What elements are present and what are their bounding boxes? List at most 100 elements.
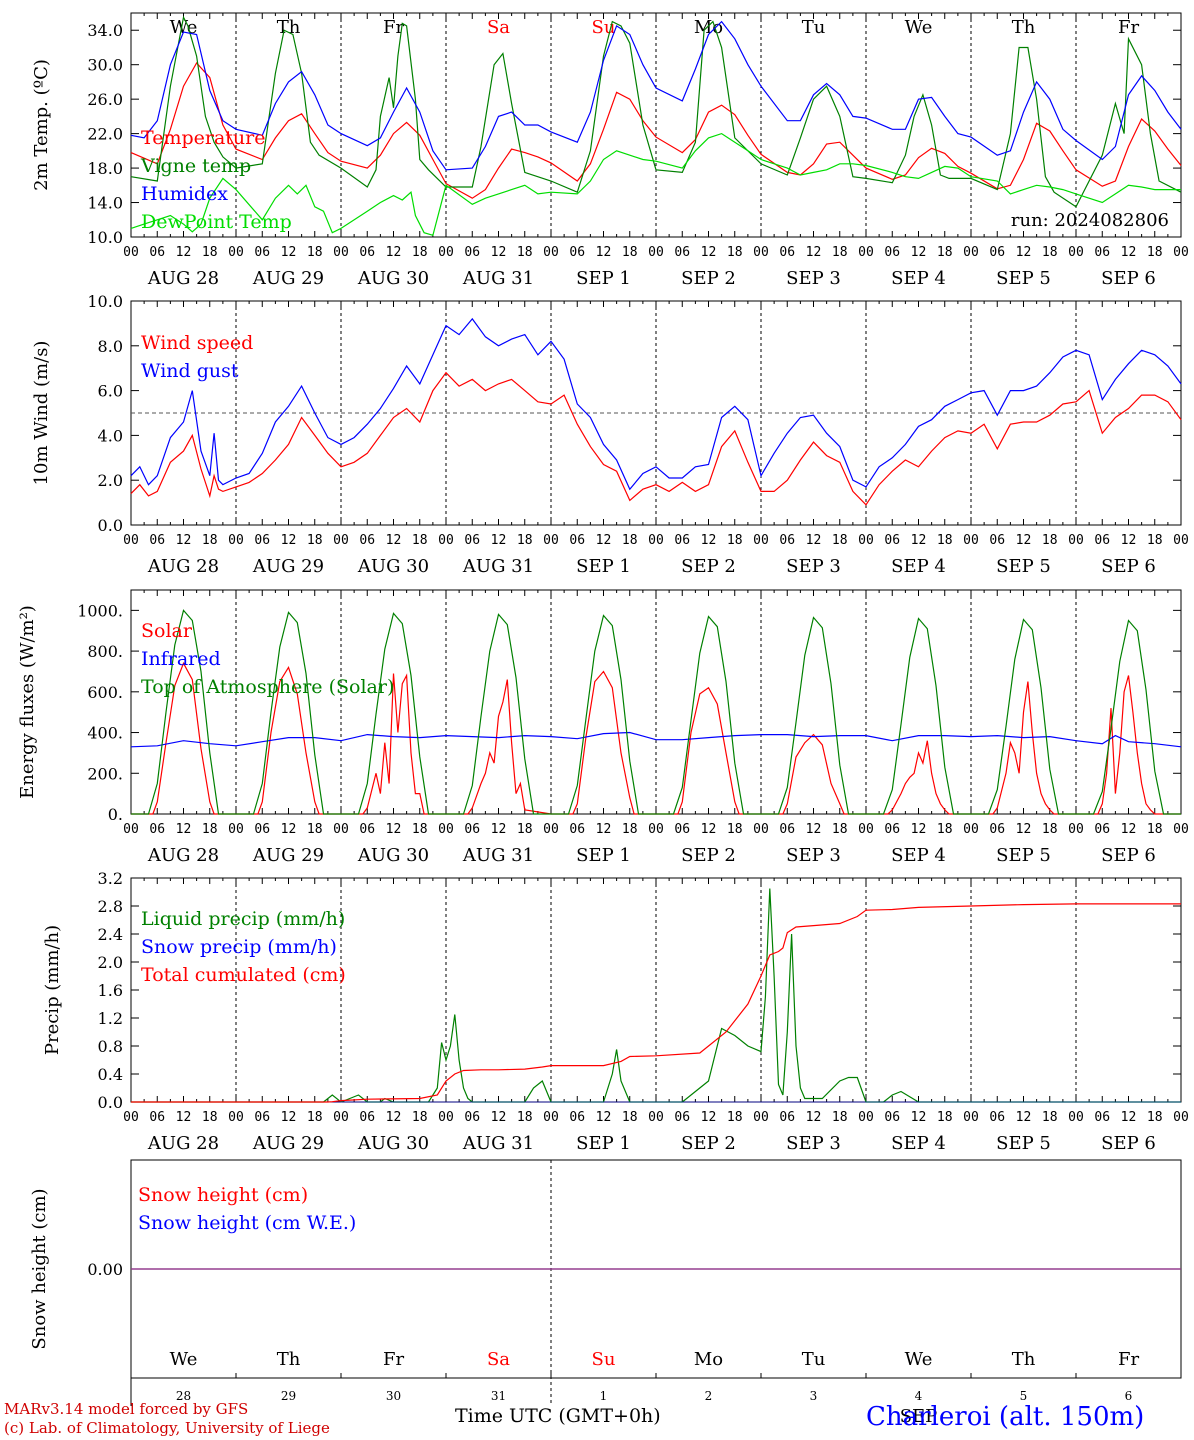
y-tick-label: 0.00 xyxy=(87,1260,123,1279)
x-date-label: SEP 4 xyxy=(891,268,946,289)
weekday-label: Th xyxy=(277,1349,301,1370)
x-date-label: SEP 2 xyxy=(681,556,736,577)
x-hour-label: 12 xyxy=(596,245,612,260)
y-tick-label: 2.0 xyxy=(98,953,123,972)
y-tick-label: 3.2 xyxy=(98,869,123,888)
x-date-label: SEP 3 xyxy=(786,268,841,289)
y-tick-label: 30.0 xyxy=(87,56,123,75)
x-hour-label: 12 xyxy=(491,533,507,548)
x-hour-label: 18 xyxy=(202,245,218,260)
legend-entry: Snow precip (mm/h) xyxy=(141,936,337,958)
x-axis-title: Time UTC (GMT+0h) xyxy=(455,1405,661,1427)
x-date-label: SEP 4 xyxy=(891,845,946,866)
x-date-label: SEP 1 xyxy=(576,845,631,866)
legend-entry: Snow height (cm W.E.) xyxy=(138,1212,356,1234)
x-hour-label: 06 xyxy=(359,1110,375,1125)
weekday-label: Mo xyxy=(694,1349,723,1370)
x-date-label: AUG 30 xyxy=(357,845,429,866)
x-hour-label: 06 xyxy=(884,1110,900,1125)
legend-entry: Temperature xyxy=(141,127,265,149)
legend-entry: Solar xyxy=(141,620,193,642)
run-label: run: 2024082806 xyxy=(1011,210,1169,231)
x-hour-label: 12 xyxy=(701,822,717,837)
weekday-label: We xyxy=(905,1349,933,1370)
series-line-top-of-atmosphere-solar- xyxy=(131,609,1181,815)
x-date-label: AUG 31 xyxy=(462,1133,534,1154)
weekday-label: Sa xyxy=(487,17,510,38)
legend-entry: DewPoint Temp xyxy=(141,211,292,233)
lab-credit: (c) Lab. of Climatology, University of L… xyxy=(4,1419,330,1437)
month-label: SEP xyxy=(900,1406,938,1427)
x-date-label: AUG 31 xyxy=(462,268,534,289)
x-hour-label: 12 xyxy=(701,1110,717,1125)
x-hour-label: 06 xyxy=(1094,245,1110,260)
x-hour-label: 12 xyxy=(491,245,507,260)
x-hour-label: 18 xyxy=(832,533,848,548)
x-hour-label: 00 xyxy=(438,245,454,260)
x-hour-label: 06 xyxy=(989,1110,1005,1125)
x-hour-label: 00 xyxy=(858,822,874,837)
y-tick-label: 600. xyxy=(87,683,123,702)
x-date-label: SEP 5 xyxy=(996,1133,1051,1154)
x-hour-label: 12 xyxy=(1016,1110,1032,1125)
weekday-label: Tu xyxy=(802,1349,826,1370)
x-hour-label: 06 xyxy=(674,822,690,837)
x-date-label: SEP 4 xyxy=(891,556,946,577)
x-hour-label: 18 xyxy=(517,245,533,260)
legend-entry: Total cumulated (cm) xyxy=(141,964,346,986)
day-number-label: 2 xyxy=(705,1389,713,1403)
weekday-label: Sa xyxy=(487,1349,510,1370)
x-hour-label: 18 xyxy=(307,822,323,837)
x-hour-label: 18 xyxy=(412,1110,428,1125)
x-hour-label: 00 xyxy=(123,822,139,837)
weekday-label: Tu xyxy=(802,17,826,38)
x-hour-label: 12 xyxy=(491,822,507,837)
x-hour-label: 06 xyxy=(989,822,1005,837)
x-hour-label: 06 xyxy=(359,245,375,260)
x-hour-label: 06 xyxy=(1094,1110,1110,1125)
x-hour-label: 00 xyxy=(963,822,979,837)
x-hour-label: 00 xyxy=(858,533,874,548)
panel-3-frame xyxy=(130,589,1182,815)
weekday-label: Th xyxy=(277,17,301,38)
y-tick-label: 0.4 xyxy=(98,1065,123,1084)
x-hour-label: 18 xyxy=(937,822,953,837)
x-hour-label: 06 xyxy=(674,533,690,548)
x-hour-label: 12 xyxy=(1016,245,1032,260)
x-hour-label: 06 xyxy=(464,533,480,548)
x-hour-label: 06 xyxy=(359,533,375,548)
series-line-total-cumulated-cm- xyxy=(131,903,1181,1103)
x-hour-label: 06 xyxy=(779,533,795,548)
x-date-label: AUG 30 xyxy=(357,268,429,289)
x-hour-label: 18 xyxy=(1147,1110,1163,1125)
weekday-label: Th xyxy=(1012,17,1036,38)
y-tick-label: 0. xyxy=(108,805,123,824)
x-hour-label: 12 xyxy=(176,245,192,260)
legend-entry: Humidex xyxy=(141,183,228,205)
y-tick-label: 14.0 xyxy=(87,194,123,213)
x-hour-label: 12 xyxy=(176,822,192,837)
x-hour-label: 18 xyxy=(727,533,743,548)
y-tick-label: 0.0 xyxy=(98,516,123,535)
x-date-label: SEP 2 xyxy=(681,1133,736,1154)
y-tick-label: 400. xyxy=(87,724,123,743)
x-hour-label: 12 xyxy=(176,1110,192,1125)
weekday-label: We xyxy=(170,1349,198,1370)
y-tick-label: 10.0 xyxy=(87,228,123,247)
x-hour-label: 00 xyxy=(753,245,769,260)
x-hour-label: 12 xyxy=(176,533,192,548)
y-tick-label: 0.8 xyxy=(98,1037,123,1056)
x-hour-label: 18 xyxy=(307,1110,323,1125)
y-axis-title: Precip (mm/h) xyxy=(42,925,63,1055)
x-date-label: SEP 2 xyxy=(681,845,736,866)
x-hour-label: 00 xyxy=(438,1110,454,1125)
x-date-label: AUG 28 xyxy=(147,268,219,289)
x-hour-label: 18 xyxy=(517,822,533,837)
y-tick-label: 2.0 xyxy=(98,471,123,490)
x-date-label: AUG 29 xyxy=(252,556,324,577)
x-hour-label: 00 xyxy=(333,1110,349,1125)
x-hour-label: 12 xyxy=(281,1110,297,1125)
x-hour-label: 06 xyxy=(989,245,1005,260)
x-hour-label: 12 xyxy=(1016,533,1032,548)
x-hour-label: 00 xyxy=(963,1110,979,1125)
